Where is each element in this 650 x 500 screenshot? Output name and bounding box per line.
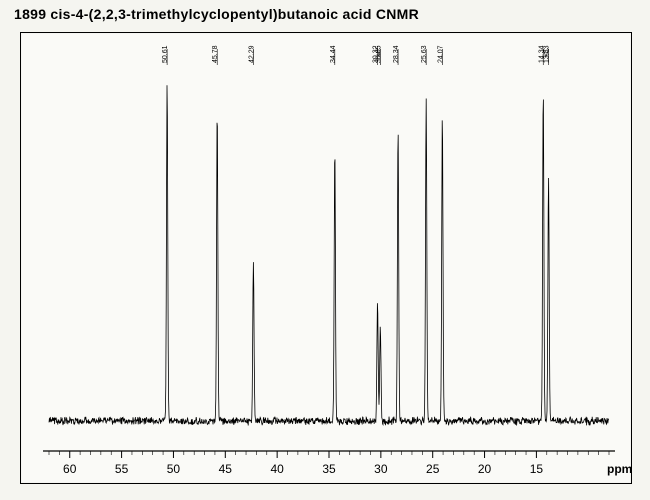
peak-label: 28.34 [393,45,400,63]
x-axis-label: ppm [607,462,631,476]
peak-label: 34.44 [330,45,337,63]
x-tick-label: 35 [322,462,336,476]
page: 1899 cis-4-(2,2,3-trimethylcyclopentyl)b… [0,0,650,500]
nmr-spectrum: 50.6145.7842.2934.4430.3230.0528.3425.63… [21,33,631,483]
peak-label: 45.78 [212,45,219,63]
peak-label: 30.05 [375,45,382,63]
x-tick-label: 55 [115,462,129,476]
x-tick-label: 40 [270,462,284,476]
x-tick-label: 50 [167,462,181,476]
x-tick-label: 15 [530,462,544,476]
x-tick-label: 45 [219,462,233,476]
x-tick-label: 30 [374,462,388,476]
page-title: 1899 cis-4-(2,2,3-trimethylcyclopentyl)b… [14,6,419,22]
x-tick-label: 60 [63,462,77,476]
peak-label: 42.29 [248,45,255,63]
spectrum-frame: 50.6145.7842.2934.4430.3230.0528.3425.63… [20,32,632,484]
x-tick-label: 25 [426,462,440,476]
peak-label: 25.63 [421,45,428,63]
peak-label: 24.07 [437,45,444,63]
spectrum-trace [49,85,609,425]
x-tick-label: 20 [478,462,492,476]
peak-label: 50.61 [162,45,169,63]
